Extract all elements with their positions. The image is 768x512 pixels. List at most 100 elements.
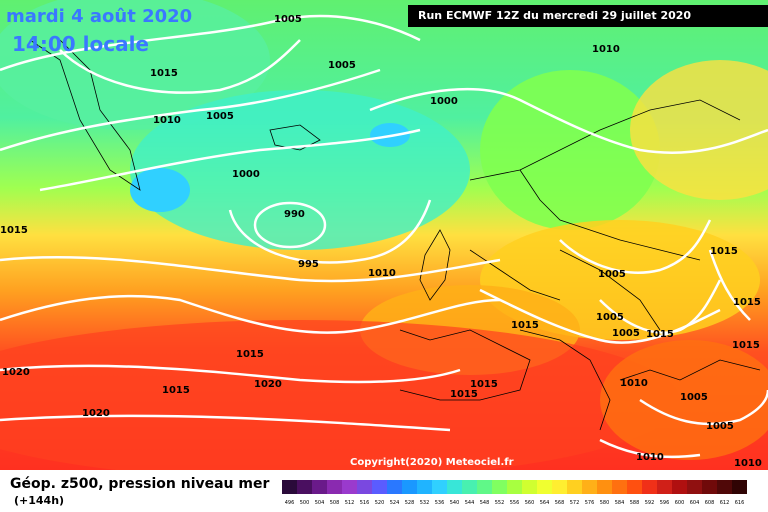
isobar-label: 1010 [592, 44, 620, 55]
colorbar-swatch [672, 480, 687, 494]
isobar-lines [0, 14, 768, 459]
colorbar-tick: 616 [734, 500, 745, 506]
colorbar-tick: 556 [509, 500, 520, 506]
colorbar-tick: 552 [494, 500, 505, 506]
colorbar-tick: 520 [374, 500, 385, 506]
forecast-date: mardi 4 août 2020 [6, 6, 193, 27]
z500-patch [600, 340, 768, 460]
colorbar-swatch [597, 480, 612, 494]
z500-patch [480, 70, 660, 230]
colorbar-swatch [387, 480, 402, 494]
colorbar-swatch [642, 480, 657, 494]
colorbar-tick: 524 [389, 500, 400, 506]
colorbar-swatch [732, 480, 747, 494]
colorbar-swatch [717, 480, 732, 494]
isobar-label: 1005 [680, 392, 708, 403]
isobar-label: 1015 [646, 329, 674, 340]
colorbar-swatch [492, 480, 507, 494]
forecast-lead: (+144h) [14, 494, 65, 507]
colorbar-tick: 544 [464, 500, 475, 506]
isobar-label: 1010 [368, 268, 396, 279]
colorbar-swatch [417, 480, 432, 494]
isobar-label: 1010 [636, 452, 664, 463]
colorbar-swatch [552, 480, 567, 494]
colorbar-tick: 536 [434, 500, 445, 506]
colorbar-swatch [327, 480, 342, 494]
isobar-label: 1010 [734, 458, 762, 469]
isobar-label: 1015 [162, 385, 190, 396]
colorbar-swatch [687, 480, 702, 494]
colorbar-tick: 496 [284, 500, 295, 506]
colorbar-tick: 548 [479, 500, 490, 506]
colorbar-swatch [297, 480, 312, 494]
colorbar-tick: 560 [524, 500, 535, 506]
isobar-label: 1015 [511, 320, 539, 331]
colorbar-swatch [402, 480, 417, 494]
isobar-label: 1015 [470, 379, 498, 390]
colorbar-swatch [372, 480, 387, 494]
isobar-label: 1005 [598, 269, 626, 280]
colorbar-swatch [657, 480, 672, 494]
colorbar-swatch [702, 480, 717, 494]
colorbar-ticks: 496 500 504 508 512 516 520 524 528 532 536 540 544 5… [282, 500, 747, 506]
colorbar-tick: 588 [629, 500, 640, 506]
isobar-label: 1015 [236, 349, 264, 360]
colorbar-swatch [612, 480, 627, 494]
colorbar-swatch [282, 480, 297, 494]
colorbar-swatch [477, 480, 492, 494]
colorbar [282, 480, 747, 494]
colorbar-tick: 600 [674, 500, 685, 506]
colorbar-tick: 568 [554, 500, 565, 506]
isobar-label: 1005 [612, 328, 640, 339]
isobar-label: 1015 [733, 297, 761, 308]
copyright: Copyright(2020) Meteociel.fr [350, 457, 514, 468]
isobar-label: 1000 [232, 169, 260, 180]
isobar-label: 1015 [450, 389, 478, 400]
isobar-label: 1015 [0, 225, 28, 236]
isobar-label: 1020 [2, 367, 30, 378]
colorbar-swatch [447, 480, 462, 494]
colorbar-tick: 516 [359, 500, 370, 506]
colorbar-tick: 572 [569, 500, 580, 506]
colorbar-tick: 576 [584, 500, 595, 506]
isobar-label: 1005 [274, 14, 302, 25]
colorbar-tick: 592 [644, 500, 655, 506]
colorbar-tick: 512 [344, 500, 355, 506]
colorbar-tick: 608 [704, 500, 715, 506]
isobar-label: 1020 [254, 379, 282, 390]
z500-patch [630, 60, 768, 200]
forecast-time: 14:00 locale [12, 32, 149, 56]
colorbar-swatch [357, 480, 372, 494]
isobar-label: 1005 [706, 421, 734, 432]
colorbar-swatch [312, 480, 327, 494]
coastlines [29, 39, 761, 431]
run-banner [408, 5, 768, 27]
colorbar-tick: 564 [539, 500, 550, 506]
colorbar-tick: 528 [404, 500, 415, 506]
colorbar-swatch [627, 480, 642, 494]
colorbar-swatch [522, 480, 537, 494]
colorbar-tick: 596 [659, 500, 670, 506]
colorbar-swatch [432, 480, 447, 494]
colorbar-tick: 532 [419, 500, 430, 506]
colorbar-tick: 580 [599, 500, 610, 506]
isobar-labels: 1005 1010 1015 1005 1010 1005 1000 1000 … [0, 14, 762, 469]
legend-title: Géop. z500, pression niveau mer [10, 476, 270, 492]
colorbar-tick: 604 [689, 500, 700, 506]
isobar-label: 1010 [153, 115, 181, 126]
colorbar-swatch [582, 480, 597, 494]
colorbar-tick: 500 [299, 500, 310, 506]
isobar-label: 1000 [430, 96, 458, 107]
isobar-label: 1015 [710, 246, 738, 257]
colorbar-swatch [567, 480, 582, 494]
colorbar-swatch [342, 480, 357, 494]
colorbar-swatch [462, 480, 477, 494]
weather-map: 1005 1010 1015 1005 1010 1005 1000 1000 … [0, 0, 768, 470]
z500-patch [0, 320, 680, 470]
isobar-label: 1010 [620, 378, 648, 389]
colorbar-tick: 540 [449, 500, 460, 506]
colorbar-tick: 584 [614, 500, 625, 506]
isobar-label: 1020 [82, 408, 110, 419]
isobar-label: 1005 [328, 60, 356, 71]
